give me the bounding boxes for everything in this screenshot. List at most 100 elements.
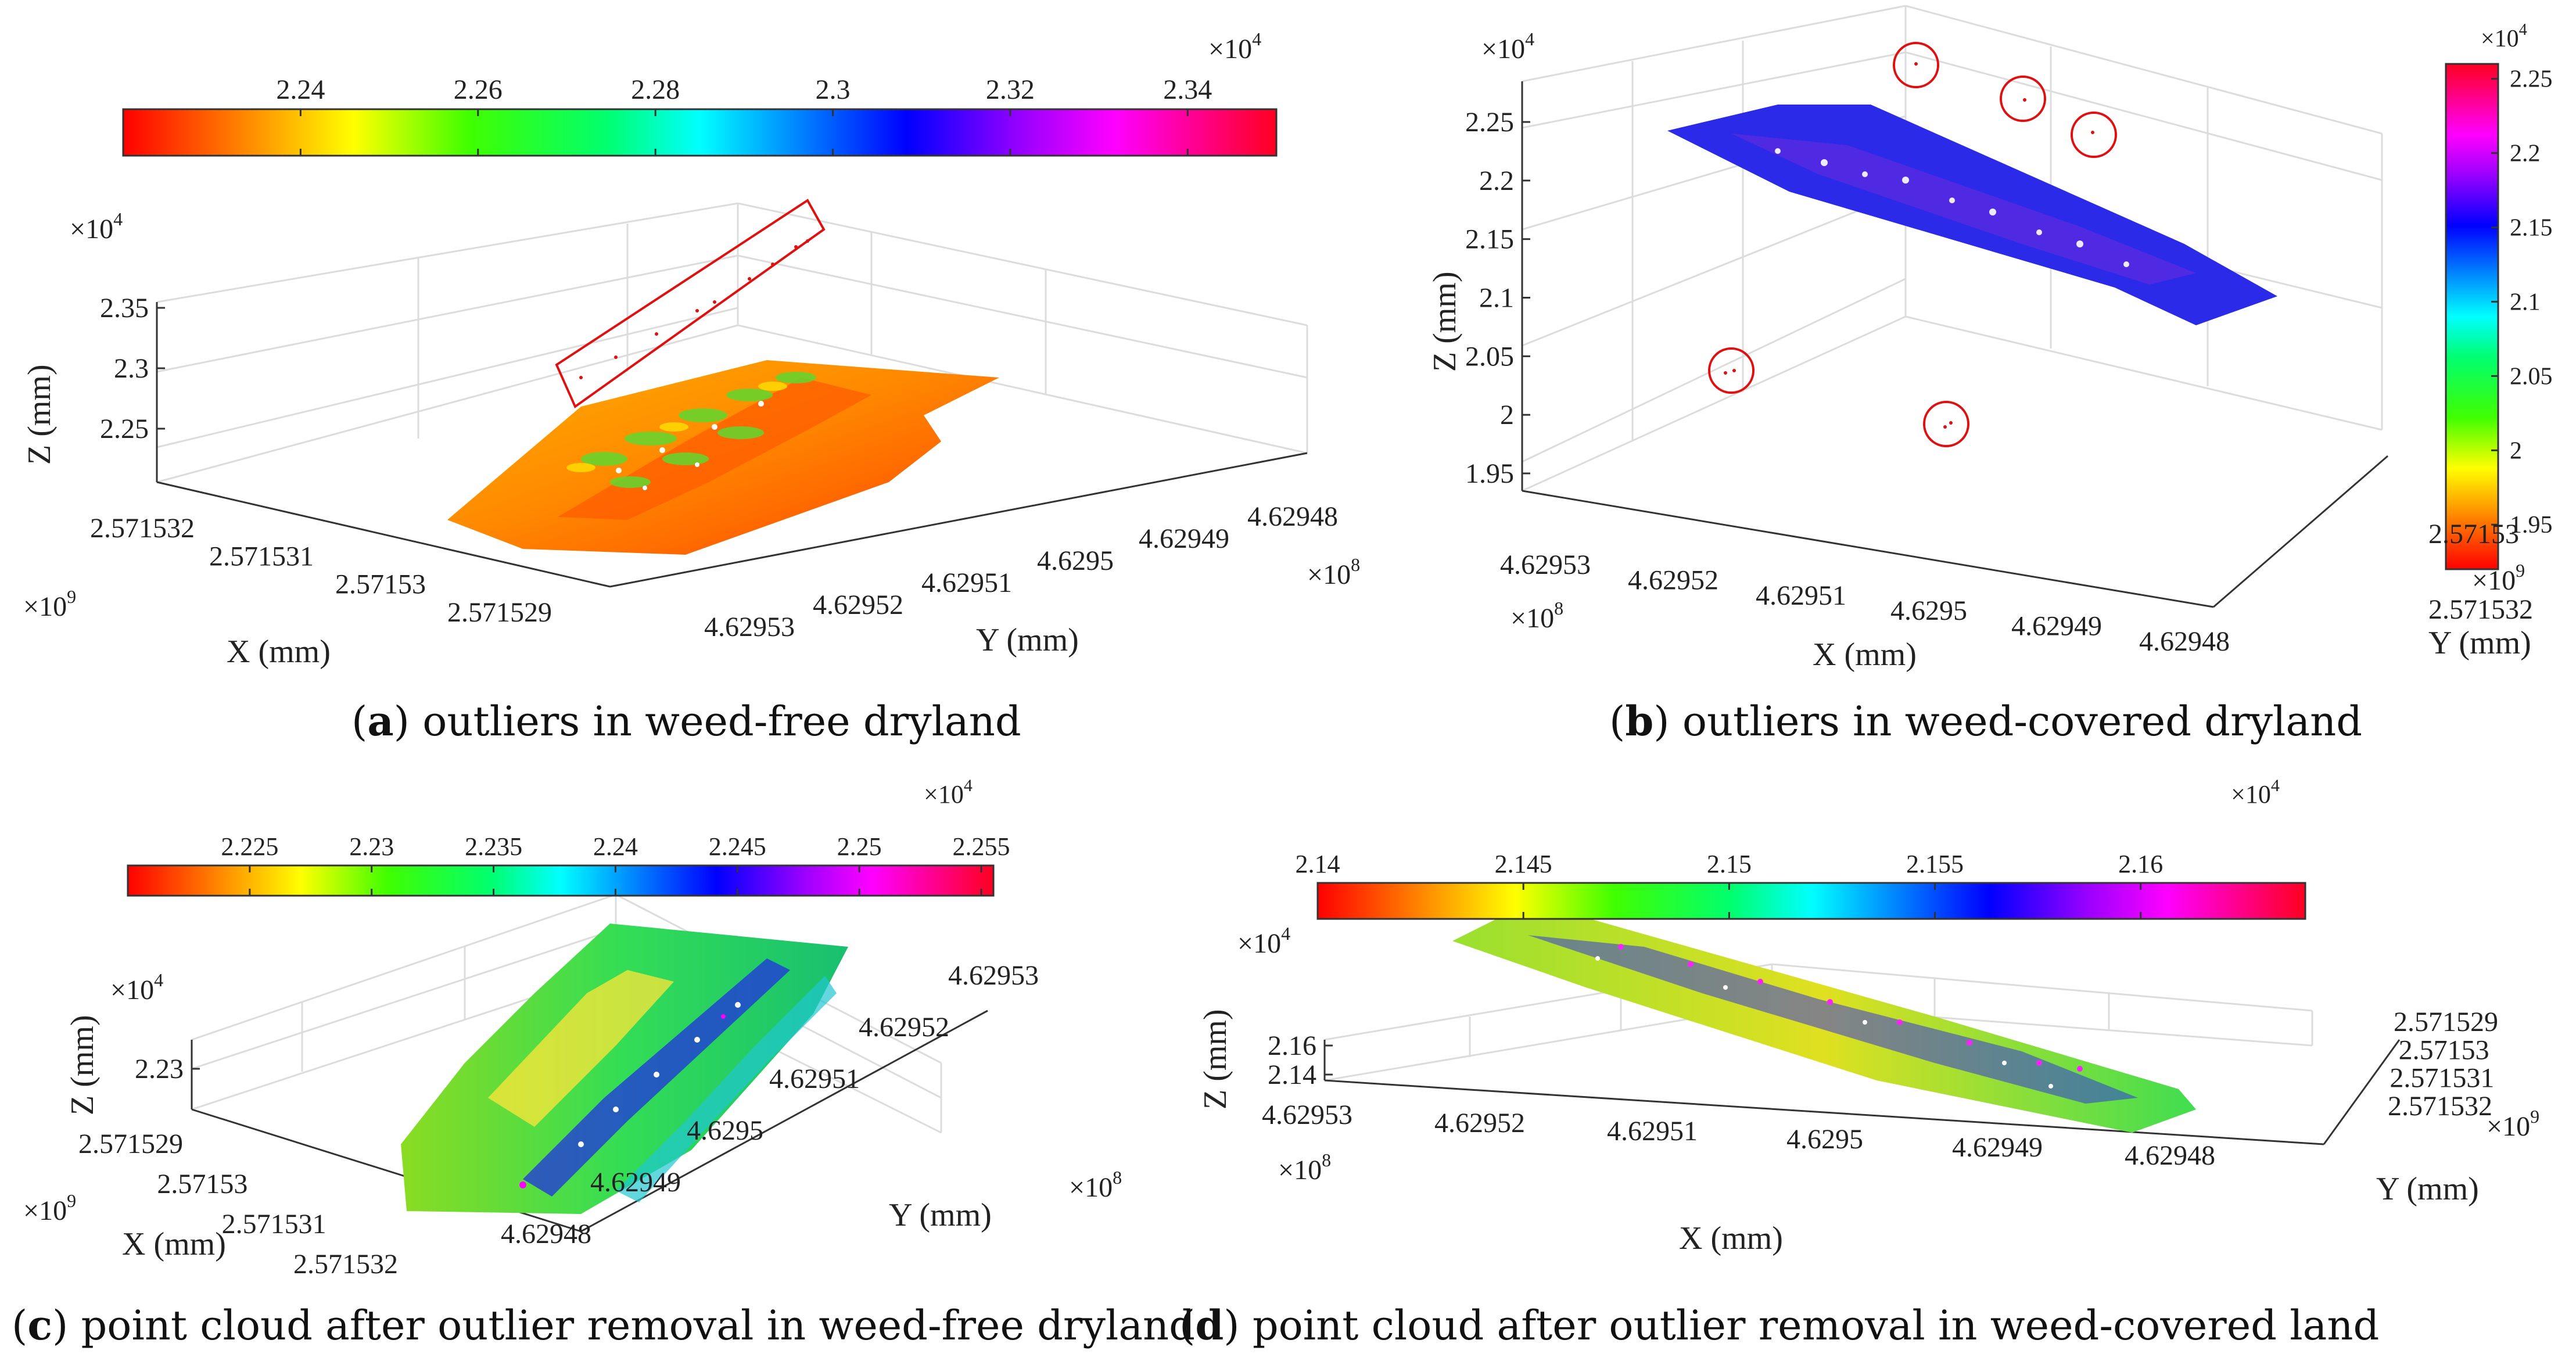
panel-a-y-tick-label: 4.6295 [1037,545,1114,576]
panel-d-colorbar-tick-label: 2.15 [1707,850,1752,878]
panel-c-y-tick-label: 4.62948 [501,1219,591,1249]
panel-b-z-tick-label: 1.95 [1465,458,1514,489]
panel-b-colorbar-tick-label: 2 [2510,437,2522,464]
panel-d-zlabel: Z (mm) [1197,1009,1233,1109]
panel-b-colorbar-tick-label: 2.25 [2510,66,2553,93]
panel-d-colorbar-tick-label: 2.145 [1495,850,1552,878]
panel-d-svg: 2.14 2.145 2.15 2.155 2.16 ×104 2.162.144.62… [1197,776,2539,1256]
panel-b-grid [1522,5,2383,492]
panel-d-colorbar [1316,882,2306,920]
panel-d-y-tick-label: 2.571532 [2388,1091,2492,1122]
panel-b-z-tick-label: 2.05 [1465,341,1514,372]
panel-c-x-tick-label: 2.571531 [222,1209,327,1240]
panel-b-y-axis [2213,455,2388,608]
panel-d-x-multiplier: ×108 [1278,1150,1331,1186]
caption-d: (d) point cloud after outlier removal in… [1179,1301,2380,1349]
panel-c-y-tick-label: 4.62953 [948,960,1039,991]
panel-b-colorbar-multiplier: ×104 [2481,21,2527,52]
panel-b-colorbar-tick-label: 1.95 [2510,512,2553,538]
panel-c-colorbar [127,864,995,897]
panel-b-colorbar-tick-label: 2.15 [2510,214,2553,241]
panel-c-y-axis [580,1010,988,1233]
panel-c-colorbar-multiplier: ×104 [924,776,973,809]
panel-d-x-tick-label: 4.6295 [1786,1124,1863,1155]
panel-b-z-tick-label: 2.15 [1465,224,1514,255]
panel-d: 2.14 2.145 2.15 2.155 2.16 ×104 2.16 2.14 4.62… [1179,773,2576,1284]
panel-a-x-tick-label: 2.57153 [335,569,426,600]
panel-c-x-tick-label: 2.571532 [293,1249,398,1280]
panel-c-x-multiplier: ×109 [23,1190,76,1226]
panel-a-y-tick-label: 4.62949 [1139,523,1229,554]
panel-c-y-tick-label: 4.62952 [859,1012,949,1043]
panel-b-z-multiplier: ×104 [1481,28,1534,64]
panel-b-x-multiplier: ×108 [1511,598,1563,634]
panel-a-colorbar-tick-label: 2.34 [1163,74,1212,105]
caption-c: (c) point cloud after outlier removal in… [12,1301,1195,1349]
panel-d-y-tick-label: 2.57153 [2399,1034,2489,1065]
panel-b-x-axis [1522,490,2214,608]
panel-c-point-cloud [401,924,848,1214]
panel-c-x-tick-label: 2.57153 [157,1169,247,1199]
panel-c-x-tick-label: 2.571529 [78,1129,183,1159]
panel-a-zlabel: Z (mm) [21,364,58,465]
panel-d-xlabel: X (mm) [1679,1220,1783,1256]
panel-b-x-tick-label: 4.62951 [1756,580,1846,611]
panel-c-svg: 2.225 2.23 2.235 2.24 2.245 2.25 2.255 ×104 2.… [23,776,1122,1280]
panel-d-colorbar-multiplier: ×104 [2231,776,2280,809]
panel-d-z-multiplier: ×104 [1237,923,1290,959]
panel-d-y-axis [2323,1039,2401,1145]
panel-d-x-tick-label: 4.62951 [1607,1116,1698,1147]
panel-a-outlier-annotation [555,199,826,409]
panel-a-svg: 2.24 2.26 2.28 2.3 2.32 2.34 ×104 2.35 2.3 2.25… [21,28,1360,670]
panel-d-ylabel: Y (mm) [2376,1171,2479,1207]
panel-a-colorbar-tick-label: 2.28 [631,74,680,105]
panel-a-colorbar [122,108,1278,157]
panel-d-colorbar-tick-label: 2.16 [2118,850,2163,878]
panel-a-colorbar-tick-label: 2.3 [816,74,851,105]
panel-d-x-tick-label: 4.62952 [1434,1108,1525,1138]
panel-c-colorbar-tick-label: 2.255 [953,832,1010,861]
panel-a-x-tick-label: 2.571529 [447,597,552,628]
panel-c-y-tick-label: 4.62949 [590,1167,681,1198]
panel-b-ylabel: Y (mm) [2428,625,2531,661]
panel-a-z-tick-label: 2.25 [100,414,149,444]
panel-b-svg: 2.25 2.2 2.15 2.1 2.05 2 1.95 ×104 2.25 2.2 2.15… [1427,5,2553,673]
panel-a-y-tick-label: 4.62953 [704,612,795,642]
panel-a-colorbar-tick-label: 2.32 [986,74,1035,105]
panel-b-xlabel: X (mm) [1813,637,1917,673]
panel-b-zlabel: Z (mm) [1427,271,1463,372]
panel-c-colorbar-tick-label: 2.25 [837,832,882,861]
panel-d-colorbar-tick-label: 2.14 [1296,850,1340,878]
panel-b-x-tick-label: 4.62949 [2011,611,2102,642]
panel-c-xlabel: X (mm) [122,1226,226,1262]
panel-d-colorbar-tick-label: 2.155 [1906,850,1964,878]
caption-b: (b) outliers in weed-covered dryland [1609,697,2363,745]
panel-d-y-tick-label: 2.571531 [2390,1063,2494,1094]
panel-b-colorbar [2445,63,2499,570]
caption-a: (a) outliers in weed-free dryland [351,697,1021,745]
panel-d-z-tick-label: 2.16 [1268,1030,1316,1061]
panel-d-x-tick-label: 4.62949 [1952,1132,2043,1163]
panel-a-y-tick-label: 4.62952 [813,590,903,620]
panel-b-point-cloud [1667,105,2277,325]
panel-a-colorbar-tick-label: 2.24 [276,74,325,105]
panel-b-x-tick-label: 4.62953 [1500,549,1591,580]
panel-a-x-tick-label: 2.571532 [90,513,195,544]
panel-a-z-tick-label: 2.3 [114,353,149,384]
panel-d-y-tick-label: 2.571529 [2394,1007,2498,1037]
panel-c-zlabel: Z (mm) [64,1015,101,1115]
panel-a-y-multiplier: ×108 [1307,554,1360,590]
panel-c-ylabel: Y (mm) [889,1197,992,1233]
panel-a-y-axis [609,452,1308,588]
panel-a-z-tick-label: 2.35 [100,293,149,324]
panel-c-colorbar-tick-label: 2.23 [349,832,394,861]
panel-a-x-axis [156,481,611,588]
panel-d-x-tick-label: 4.62953 [1262,1100,1352,1130]
panel-a-y-tick-label: 4.62948 [1247,501,1338,532]
panel-b-outlier-annotations [1708,42,2117,447]
panel-a-z-multiplier: ×104 [70,209,123,245]
panel-a-x-multiplier: ×109 [23,586,76,622]
panel-a: 2.24 2.26 2.28 2.3 2.32 2.34 ×104 2.35 2.3 2.25… [0,0,1360,685]
panel-a-xlabel: X (mm) [227,634,331,670]
panel-d-z-tick-label: 2.14 [1268,1059,1316,1090]
